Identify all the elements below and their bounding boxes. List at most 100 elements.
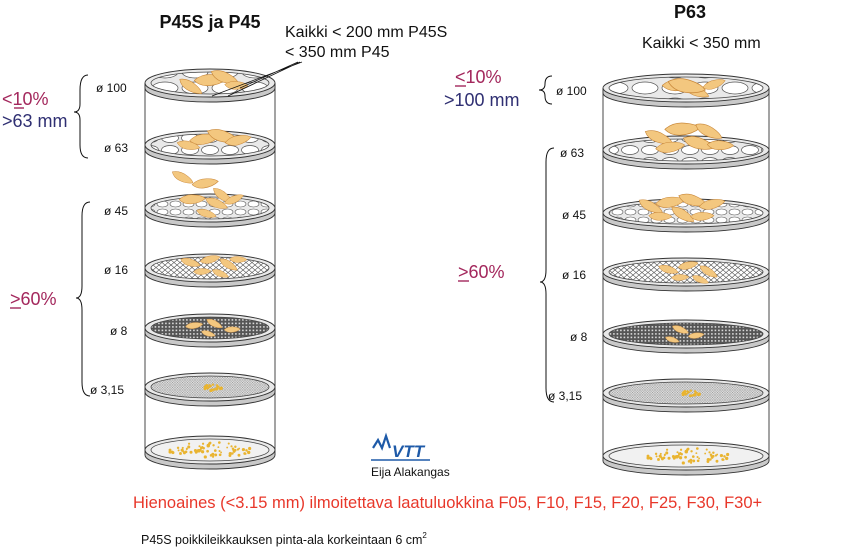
- left-bottom-brace: [75, 201, 91, 397]
- fine-particle: [676, 451, 679, 454]
- wood-chip: [193, 268, 212, 275]
- wood-chip: [672, 325, 689, 334]
- fine-particle: [689, 458, 693, 462]
- fine-particle: [217, 446, 220, 449]
- wood-chip: [698, 199, 726, 210]
- left-sieve-labels: ø 100 ø 63 ø 45 ø 16 ø 8 ø 3,15: [90, 81, 128, 397]
- wood-chip: [178, 194, 206, 205]
- wood-chip: [206, 318, 223, 329]
- fine-particle: [681, 461, 685, 465]
- sieve-100: [602, 73, 770, 108]
- fine-particle: [206, 449, 209, 453]
- fine-particle: [213, 449, 217, 452]
- right-sieve-labels: ø 100 ø 63 ø 45 ø 16 ø 8 ø 3,15: [548, 84, 588, 403]
- fine-particle: [238, 447, 241, 450]
- left-sieve-label-100: ø 100: [96, 81, 127, 95]
- left-sieve-label-16: ø 16: [104, 263, 128, 277]
- fine-particle: [725, 456, 729, 461]
- fine-particle: [678, 456, 683, 460]
- bottom-pan: [602, 441, 770, 476]
- right-sieve-label-63: ø 63: [560, 146, 584, 160]
- fine-particle: [211, 383, 215, 386]
- fine-particle: [689, 389, 693, 392]
- fine-particle: [646, 456, 650, 460]
- fine-particle: [209, 388, 213, 393]
- fine-particle: [182, 451, 186, 455]
- left-pct-top: <10%: [2, 89, 49, 109]
- fine-particle: [204, 386, 207, 389]
- fine-particle: [709, 453, 713, 456]
- fine-particle: [226, 446, 229, 449]
- fine-particle: [655, 455, 658, 458]
- wood-chip: [671, 274, 690, 281]
- footer-sup: 2: [422, 531, 427, 540]
- wood-chip: [695, 123, 723, 139]
- sieve-16: [144, 253, 276, 288]
- fine-particle: [206, 443, 210, 448]
- sieve-45: [602, 193, 770, 233]
- wood-chip: [223, 326, 241, 333]
- fine-particle: [212, 444, 215, 447]
- fine-particle: [189, 450, 193, 454]
- wood-chip: [229, 256, 248, 263]
- fine-particle: [695, 452, 698, 455]
- fine-particle: [176, 446, 180, 450]
- fine-particle: [690, 461, 693, 464]
- left-note-leaders: [211, 61, 303, 97]
- sieve-63: [144, 129, 276, 165]
- right-note: Kaikki < 350 mm: [642, 35, 761, 52]
- wood-chip: [667, 78, 706, 94]
- right-pct-top: <10%: [455, 67, 502, 87]
- fine-particle: [168, 450, 172, 454]
- fine-particle: [245, 449, 248, 452]
- fine-particle: [706, 460, 710, 464]
- left-note-line1: Kaikki < 200 mm P45S: [285, 24, 447, 41]
- fine-particle: [187, 442, 191, 445]
- fine-particle: [698, 457, 701, 460]
- fine-particle: [693, 393, 697, 397]
- wood-chip: [179, 78, 203, 94]
- fine-particle: [675, 455, 679, 459]
- left-pct-bottom: >60%: [10, 289, 57, 309]
- fine-particle: [231, 447, 235, 450]
- fine-particle: [697, 393, 700, 396]
- fine-particle: [243, 448, 246, 451]
- fine-particle: [203, 455, 207, 459]
- fine-particle: [712, 451, 715, 455]
- fine-particle: [181, 446, 184, 449]
- wood-chip: [201, 330, 216, 337]
- fine-particle: [215, 387, 219, 391]
- fine-particle: [679, 451, 682, 455]
- wood-chip: [702, 79, 726, 90]
- left-note-line2: < 350 mm P45: [285, 44, 390, 61]
- right-size-top: >100 mm: [444, 90, 520, 110]
- fine-particle: [197, 449, 201, 453]
- fine-particle: [201, 442, 205, 445]
- fine-particle: [177, 449, 180, 452]
- fine-particle: [691, 394, 694, 397]
- right-sieve-label-3-15: ø 3,15: [548, 389, 582, 403]
- fine-particle: [721, 454, 724, 457]
- fine-particle: [695, 447, 699, 450]
- fine-particle: [247, 450, 251, 455]
- fine-particle: [244, 452, 247, 455]
- fine-particle: [185, 448, 188, 451]
- footer-note: P45S poikkileikkauksen pinta-ala korkein…: [141, 531, 427, 547]
- fine-particle: [716, 453, 719, 456]
- fine-particle: [694, 391, 697, 394]
- fine-particle: [709, 458, 712, 461]
- fine-particle: [723, 455, 726, 458]
- right-sieve-label-45: ø 45: [562, 208, 586, 222]
- fine-particle: [212, 455, 215, 458]
- wood-chip: [665, 336, 680, 343]
- fine-particle: [248, 446, 252, 451]
- fine-particle: [686, 392, 689, 395]
- sieve-3-15: [144, 372, 276, 407]
- left-sieve-stack: [144, 68, 276, 470]
- fine-particle: [208, 441, 212, 445]
- wood-chip: [690, 212, 715, 221]
- wood-chip: [658, 264, 679, 274]
- fine-particle: [200, 450, 205, 454]
- right-sieve-label-16: ø 16: [562, 268, 586, 282]
- left-sieve-label-63: ø 63: [104, 141, 128, 155]
